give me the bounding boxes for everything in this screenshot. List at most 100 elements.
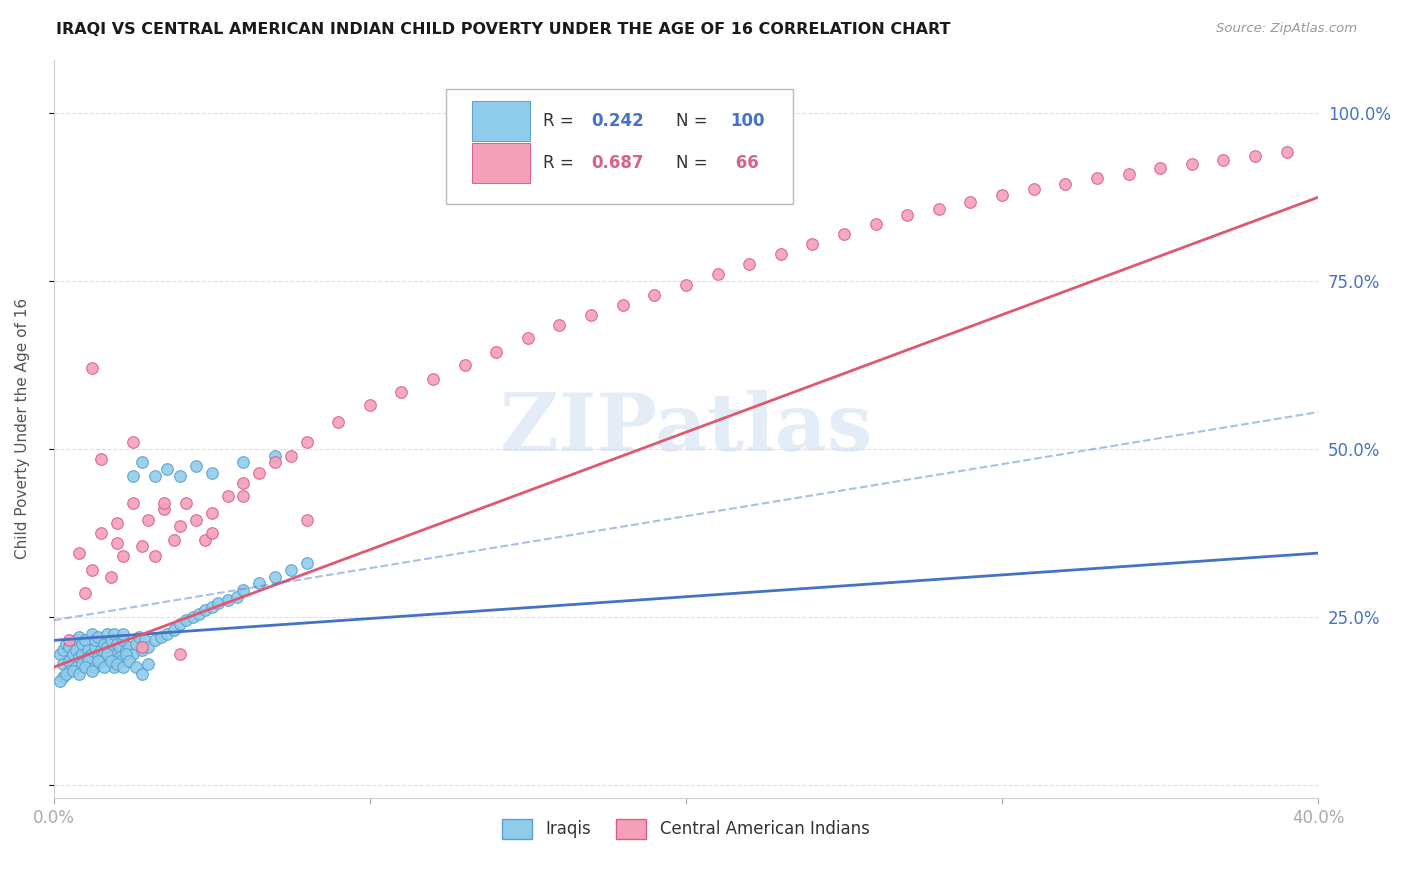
Point xyxy=(90,525,112,540)
Point xyxy=(100,650,122,665)
Point xyxy=(295,512,318,526)
Point xyxy=(93,660,115,674)
Point xyxy=(163,533,186,547)
Point xyxy=(217,593,239,607)
Point xyxy=(232,582,254,597)
Point xyxy=(77,643,100,657)
Point xyxy=(163,624,186,638)
Point xyxy=(90,653,112,667)
Point xyxy=(70,637,93,651)
Text: 0.242: 0.242 xyxy=(591,112,644,130)
Point xyxy=(1085,171,1108,186)
Point xyxy=(643,287,665,301)
Point xyxy=(131,640,153,654)
Point xyxy=(93,637,115,651)
Text: 100: 100 xyxy=(730,112,765,130)
Point xyxy=(96,626,118,640)
Point xyxy=(156,626,179,640)
Point xyxy=(112,633,135,648)
Point xyxy=(264,449,287,463)
Point xyxy=(865,217,887,231)
Point xyxy=(264,455,287,469)
Point xyxy=(156,462,179,476)
Point xyxy=(143,468,166,483)
Point xyxy=(959,194,981,209)
Point xyxy=(108,650,131,665)
Point xyxy=(80,647,103,661)
FancyBboxPatch shape xyxy=(472,101,530,141)
Point xyxy=(105,647,128,661)
Point xyxy=(247,576,270,591)
Point xyxy=(103,626,125,640)
Point xyxy=(579,308,602,322)
Point xyxy=(93,647,115,661)
Point xyxy=(67,630,90,644)
Point xyxy=(131,455,153,469)
Text: N =: N = xyxy=(676,112,713,130)
Point xyxy=(52,670,75,684)
Point xyxy=(181,610,204,624)
Point xyxy=(75,660,97,674)
Point xyxy=(138,657,160,671)
Text: 0.687: 0.687 xyxy=(591,154,644,172)
Point xyxy=(184,512,207,526)
Point xyxy=(706,268,728,282)
Point xyxy=(169,616,191,631)
Point xyxy=(115,647,138,661)
Point xyxy=(359,398,381,412)
Point xyxy=(55,667,77,681)
Point xyxy=(100,569,122,583)
Point xyxy=(52,657,75,671)
Point xyxy=(1149,161,1171,176)
Point xyxy=(62,664,84,678)
Point xyxy=(49,673,72,688)
Point xyxy=(58,640,80,654)
Point xyxy=(548,318,571,332)
Point xyxy=(201,525,224,540)
Point xyxy=(108,653,131,667)
Point xyxy=(55,637,77,651)
Point xyxy=(80,664,103,678)
Point xyxy=(105,657,128,671)
Point xyxy=(128,630,150,644)
Point xyxy=(280,449,302,463)
Point xyxy=(217,489,239,503)
Point xyxy=(280,563,302,577)
Point xyxy=(80,563,103,577)
Text: Source: ZipAtlas.com: Source: ZipAtlas.com xyxy=(1216,22,1357,36)
Point xyxy=(1181,157,1204,171)
Point xyxy=(516,331,538,345)
Point xyxy=(232,489,254,503)
Point xyxy=(83,640,105,654)
Point xyxy=(90,452,112,467)
Point xyxy=(612,298,634,312)
Point xyxy=(1212,153,1234,168)
Point xyxy=(112,660,135,674)
Point xyxy=(232,475,254,490)
Point xyxy=(207,596,229,610)
Point xyxy=(58,653,80,667)
Point xyxy=(769,247,792,261)
Point xyxy=(143,633,166,648)
Point xyxy=(176,613,198,627)
Point xyxy=(103,643,125,657)
Point xyxy=(169,468,191,483)
Point xyxy=(138,640,160,654)
Point xyxy=(153,502,176,516)
Point xyxy=(49,647,72,661)
Text: IRAQI VS CENTRAL AMERICAN INDIAN CHILD POVERTY UNDER THE AGE OF 16 CORRELATION C: IRAQI VS CENTRAL AMERICAN INDIAN CHILD P… xyxy=(56,22,950,37)
FancyBboxPatch shape xyxy=(446,89,793,203)
Point xyxy=(153,496,176,510)
Point xyxy=(52,643,75,657)
Point xyxy=(80,626,103,640)
FancyBboxPatch shape xyxy=(472,143,530,183)
Point xyxy=(67,650,90,665)
Point xyxy=(138,512,160,526)
Point xyxy=(115,643,138,657)
Point xyxy=(121,647,143,661)
Point xyxy=(118,653,141,667)
Point xyxy=(134,633,156,648)
Point xyxy=(928,202,950,216)
Point xyxy=(328,415,350,429)
Point xyxy=(70,657,93,671)
